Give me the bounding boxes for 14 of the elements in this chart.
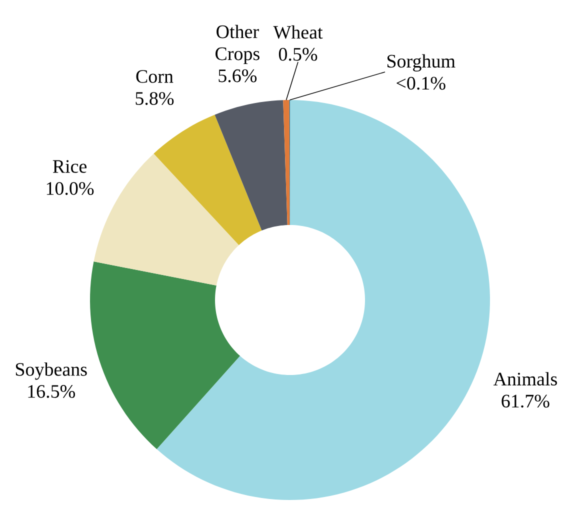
slice-label: Wheat xyxy=(273,25,323,39)
slice-label: Sorghum xyxy=(387,54,456,72)
data-label: 0.5% xyxy=(278,48,318,61)
slice-label: Corn xyxy=(136,70,174,83)
slice-label: Animals xyxy=(493,372,557,386)
slice-label: Rice xyxy=(52,160,87,173)
data-label: 5.8% xyxy=(136,92,174,105)
data-label: 16.5% xyxy=(28,385,75,398)
slice-label: Soybeans xyxy=(16,362,87,380)
data-label: 61.7% xyxy=(502,394,550,408)
data-label: 5.6% xyxy=(218,69,257,82)
slice-label: Other Crops xyxy=(216,24,260,64)
data-label: <0.1% xyxy=(396,76,446,90)
data-label: 10.0% xyxy=(46,182,94,195)
